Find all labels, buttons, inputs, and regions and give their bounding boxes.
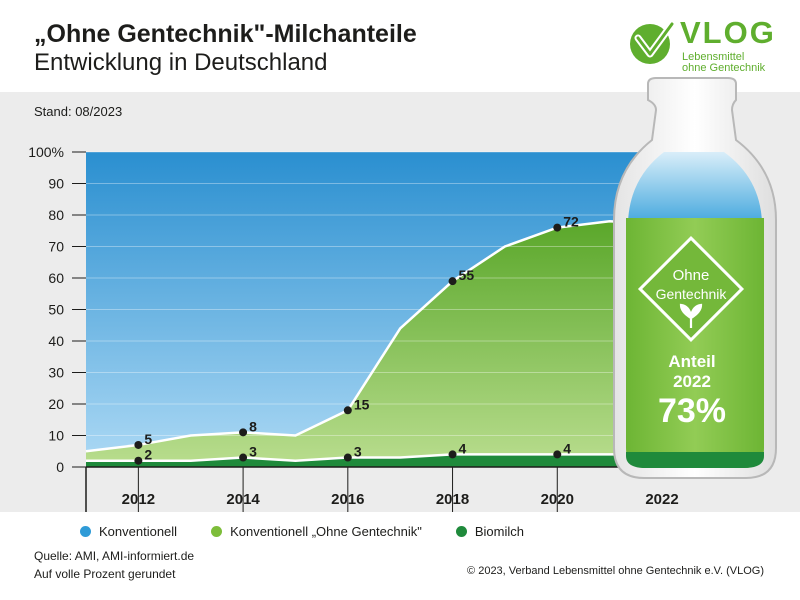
legend-label-konventionell: Konventionell <box>99 524 178 539</box>
data-label-2018-6: 55 <box>459 267 475 283</box>
data-point-2012-0 <box>134 440 143 449</box>
y-tick-label-10: 10 <box>48 428 64 444</box>
y-tick-label-30: 30 <box>48 365 64 381</box>
chart-title: „Ohne Gentechnik"-Milchanteile <box>34 20 417 48</box>
data-point-2018-7 <box>448 450 457 459</box>
x-tick-label-2022: 2022 <box>645 491 678 508</box>
milk-bottle: Ohne Gentechnik <box>613 77 777 479</box>
data-label-2016-5: 3 <box>354 444 362 460</box>
area-biomilch <box>86 454 662 467</box>
bottle-bio-fill <box>626 452 764 468</box>
anteil-value: 73% <box>657 392 727 430</box>
source-text: Quelle: AMI, AMI-informiert.de <box>34 549 195 563</box>
vlog-check-icon <box>630 20 676 64</box>
y-tick-label-20: 20 <box>48 396 64 412</box>
legend-item-konventionell: Konventionell <box>80 524 177 539</box>
legend-label-ohne-gentechnik: Konventionell „Ohne Gentechnik" <box>230 524 422 539</box>
data-point-2020-8 <box>553 223 562 232</box>
legend-item-ohne-gentechnik: Konventionell „Ohne Gentechnik" <box>211 524 422 539</box>
y-tick-label-70: 70 <box>48 239 64 255</box>
anteil-label: Anteil <box>668 352 716 371</box>
stand-date: Stand: 08/2023 <box>34 104 123 119</box>
legend-swatch-biomilch <box>455 526 467 537</box>
data-label-2014-2: 8 <box>249 418 257 434</box>
logo-tagline: Lebensmittel ohne Gentechnik <box>682 52 765 74</box>
data-label-2020-8: 72 <box>563 214 579 230</box>
legend-swatch-ohne-gentechnik <box>211 526 223 537</box>
logo-wordmark: VLOG <box>680 15 776 50</box>
data-label-2012-0: 5 <box>144 431 152 447</box>
data-point-2014-2 <box>239 428 248 437</box>
line-biomilch <box>86 453 662 462</box>
data-label-2018-7: 4 <box>459 440 467 456</box>
vlog-logo: VLOG Lebensmittel ohne Gentechnik <box>628 15 778 74</box>
data-point-2012-1 <box>134 456 143 465</box>
anteil-year: 2022 <box>673 372 711 391</box>
ohne-gentechnik-seal: Ohne Gentechnik <box>637 235 745 343</box>
data-label-2020-9: 4 <box>563 440 571 456</box>
data-point-2018-6 <box>448 277 457 286</box>
rounding-note: Auf volle Prozent gerundet <box>34 567 176 581</box>
footer-source: Quelle: AMI, AMI-informiert.de Auf volle… <box>34 547 194 583</box>
legend-item-biomilch: Biomilch <box>455 524 524 539</box>
legend-swatch-konventionell <box>80 526 91 537</box>
y-tick-label-90: 90 <box>48 176 64 192</box>
data-point-2016-5 <box>343 453 352 462</box>
line-ohne-gentechnik <box>85 220 663 453</box>
data-point-2016-4 <box>343 406 352 415</box>
copyright: © 2023, Verband Lebensmittel ohne Gentec… <box>467 565 764 577</box>
data-label-2016-4: 15 <box>354 396 370 412</box>
chart-subtitle: Entwicklung in Deutschland <box>34 49 328 76</box>
seal-text-gentechnik: Gentechnik <box>656 286 728 302</box>
y-tick-label-100: 100% <box>28 144 64 160</box>
area-ohne-gentechnik <box>86 221 662 461</box>
y-tick-label-80: 80 <box>48 207 64 223</box>
area-konventionell <box>86 152 662 452</box>
logo-tagline-line2: ohne Gentechnik <box>682 62 766 74</box>
legend-label-biomilch: Biomilch <box>474 524 524 539</box>
y-tick-label-0: 0 <box>56 459 64 475</box>
plant-icon <box>679 303 703 328</box>
data-point-2014-3 <box>239 453 248 462</box>
logo-tagline-line1: Lebensmittel <box>682 51 745 63</box>
data-label-2014-3: 3 <box>249 444 257 460</box>
data-point-2020-9 <box>553 450 562 459</box>
bottle-blue-fill <box>628 152 762 222</box>
chart-legend: Konventionell Konventionell „Ohne Gentec… <box>80 524 524 539</box>
y-tick-label-60: 60 <box>48 270 64 286</box>
data-label-2012-1: 2 <box>144 447 152 463</box>
seal-text-ohne: Ohne <box>673 267 710 284</box>
y-tick-label-50: 50 <box>48 302 64 318</box>
y-tick-label-40: 40 <box>48 333 64 349</box>
